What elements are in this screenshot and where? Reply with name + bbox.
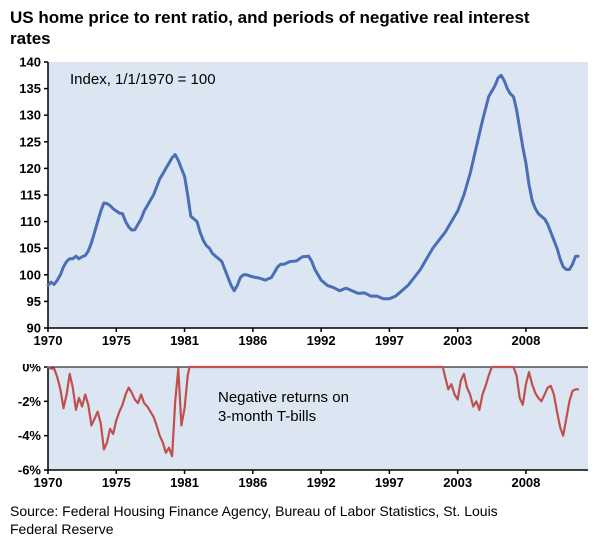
- series-line-real-return-on-3-month-t-bills: [46, 365, 580, 457]
- x-tick-label: 1986: [238, 475, 267, 490]
- page-title: US home price to rent ratio, and periods…: [10, 8, 530, 49]
- y-tick-label: 135: [19, 81, 41, 96]
- y-tick-label: 120: [19, 160, 41, 175]
- series-line-home-price-to-rent-ratio: [46, 73, 580, 300]
- x-tick-label: 2003: [443, 333, 472, 348]
- y-tick-label: 140: [19, 56, 41, 70]
- y-tick-label: 90: [27, 320, 41, 335]
- tbill-returns-chart-canvas: 0% -2% -4% -6%1970 1975 1981 1986 1992 1997 2003 2…: [18, 364, 588, 490]
- x-tick-label: 1992: [307, 475, 336, 490]
- x-tick-label: 1970: [34, 475, 63, 490]
- x-tick-label: 2003: [443, 475, 472, 490]
- x-tick-label: 1997: [375, 333, 404, 348]
- y-tick-label: 125: [19, 134, 41, 149]
- y-tick-label: 95: [27, 293, 41, 308]
- x-tick-label: 1992: [307, 333, 336, 348]
- y-tick-label: -6%: [18, 462, 42, 477]
- y-tick-label: 105: [19, 240, 41, 255]
- x-tick-label: 1975: [102, 333, 131, 348]
- x-tick-label: 2008: [511, 333, 540, 348]
- y-tick-label: -4%: [18, 428, 42, 443]
- tbill-annotation: Negative returns on 3-month T-bills: [218, 388, 349, 426]
- plot-area: [48, 61, 588, 328]
- x-tick-label: 1975: [102, 475, 131, 490]
- x-tick-label: 1986: [238, 333, 267, 348]
- x-tick-label: 1997: [375, 475, 404, 490]
- x-tick-label: 2008: [511, 475, 540, 490]
- y-tick-label: 100: [19, 267, 41, 282]
- plot-area: [48, 366, 588, 470]
- y-tick-label: 0%: [22, 364, 41, 375]
- index-base-annotation: Index, 1/1/1970 = 100: [70, 70, 216, 88]
- y-tick-label: 130: [19, 107, 41, 122]
- x-tick-label: 1981: [170, 475, 199, 490]
- y-tick-label: 115: [20, 187, 41, 202]
- price-rent-chart: 140 135 130 125 120 115 110 105 100 95 90 1970 1975 1…: [4, 56, 602, 352]
- y-tick-label: -2%: [18, 393, 42, 408]
- x-tick-label: 1981: [170, 333, 199, 348]
- source-note: Source: Federal Housing Finance Agency, …: [10, 502, 498, 537]
- y-tick-label: 110: [20, 214, 41, 229]
- tbill-returns-chart: 0% -2% -4% -6% 1970 1975 1981 1986 1992 1997 2003 2…: [4, 364, 602, 494]
- chart-spacer: [0, 352, 602, 364]
- x-tick-label: 1970: [34, 333, 63, 348]
